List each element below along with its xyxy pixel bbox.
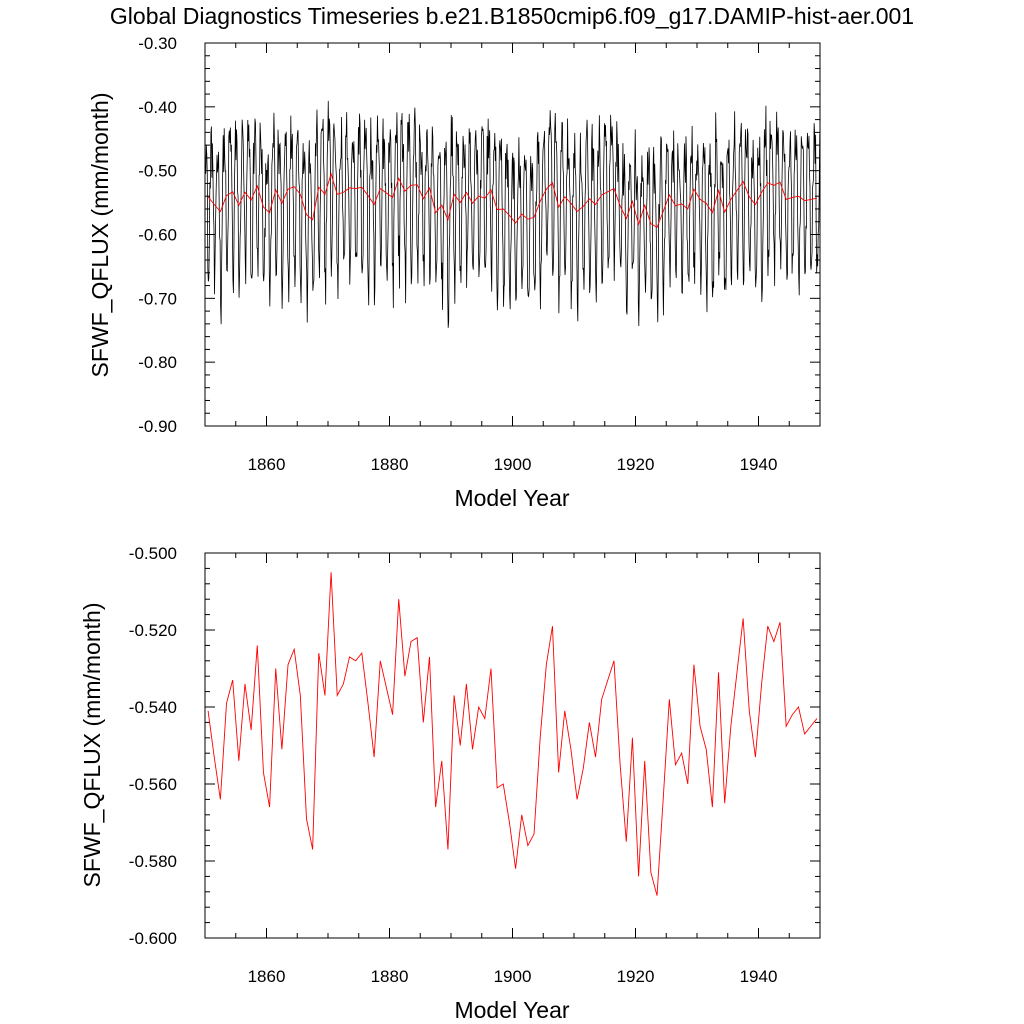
y-tick-label: -0.40 [138, 98, 177, 117]
bottom-x-axis-title: Model Year [454, 997, 569, 1023]
panel-bottom: 1860 1880 1900 1920 1940 -0.500-0.520-0.540-… [79, 544, 821, 1023]
y-tick-label: -0.520 [129, 621, 177, 640]
x-tick-label: 1880 [371, 455, 409, 474]
y-tick-label: -0.60 [138, 226, 177, 245]
y-tick-label: -0.70 [138, 289, 177, 308]
figure-title: Global Diagnostics Timeseries b.e21.B185… [110, 3, 914, 29]
x-tick-label: 1920 [617, 967, 655, 986]
y-tick-label: -0.80 [138, 353, 177, 372]
y-tick-label: -0.30 [138, 34, 177, 53]
top-y-axis-title: SFWF_QFLUX (mm/month) [87, 93, 113, 378]
annual-mean-series-line [207, 572, 818, 896]
panel-top: 1860 1880 1900 1920 1940 -0.30 -0.40 -0.50 -0.6… [87, 34, 821, 511]
top-series-group [205, 100, 821, 328]
x-tick-label: 1900 [494, 455, 532, 474]
x-tick-label: 1940 [740, 455, 778, 474]
y-tick-label: -0.90 [138, 417, 177, 436]
top-y-ticks: -0.30 -0.40 -0.50 -0.60 -0.70 -0.80 -0.90 [138, 34, 820, 436]
x-tick-label: 1880 [371, 967, 409, 986]
top-x-axis-title: Model Year [454, 485, 569, 511]
y-tick-label: -0.560 [129, 775, 177, 794]
panel-bottom-frame [204, 552, 821, 939]
top-x-ticks: 1860 1880 1900 1920 1940 [248, 43, 778, 474]
y-tick-label: -0.50 [138, 162, 177, 181]
bottom-y-axis-title: SFWF_QFLUX (mm/month) [79, 603, 105, 888]
bottom-x-ticks: 1860 1880 1900 1920 1940 [248, 553, 778, 986]
panel-top-frame [204, 42, 821, 427]
y-tick-label: -0.580 [129, 852, 177, 871]
x-tick-label: 1860 [248, 455, 286, 474]
monthly-series-line [205, 100, 821, 328]
y-tick-label: -0.600 [129, 929, 177, 948]
y-tick-label: -0.540 [129, 698, 177, 717]
y-tick-label: -0.500 [129, 544, 177, 563]
x-tick-label: 1940 [740, 967, 778, 986]
x-tick-label: 1920 [617, 455, 655, 474]
bottom-series-group [207, 572, 818, 896]
bottom-y-ticks: -0.500 -0.520 -0.540 -0.560 -0.580 -0.600 [129, 544, 820, 948]
top-minor-ticks [204, 43, 821, 426]
x-tick-label: 1860 [248, 967, 286, 986]
annual-mean-series-line [207, 172, 818, 229]
x-tick-label: 1900 [494, 967, 532, 986]
bottom-minor-ticks [204, 553, 821, 938]
